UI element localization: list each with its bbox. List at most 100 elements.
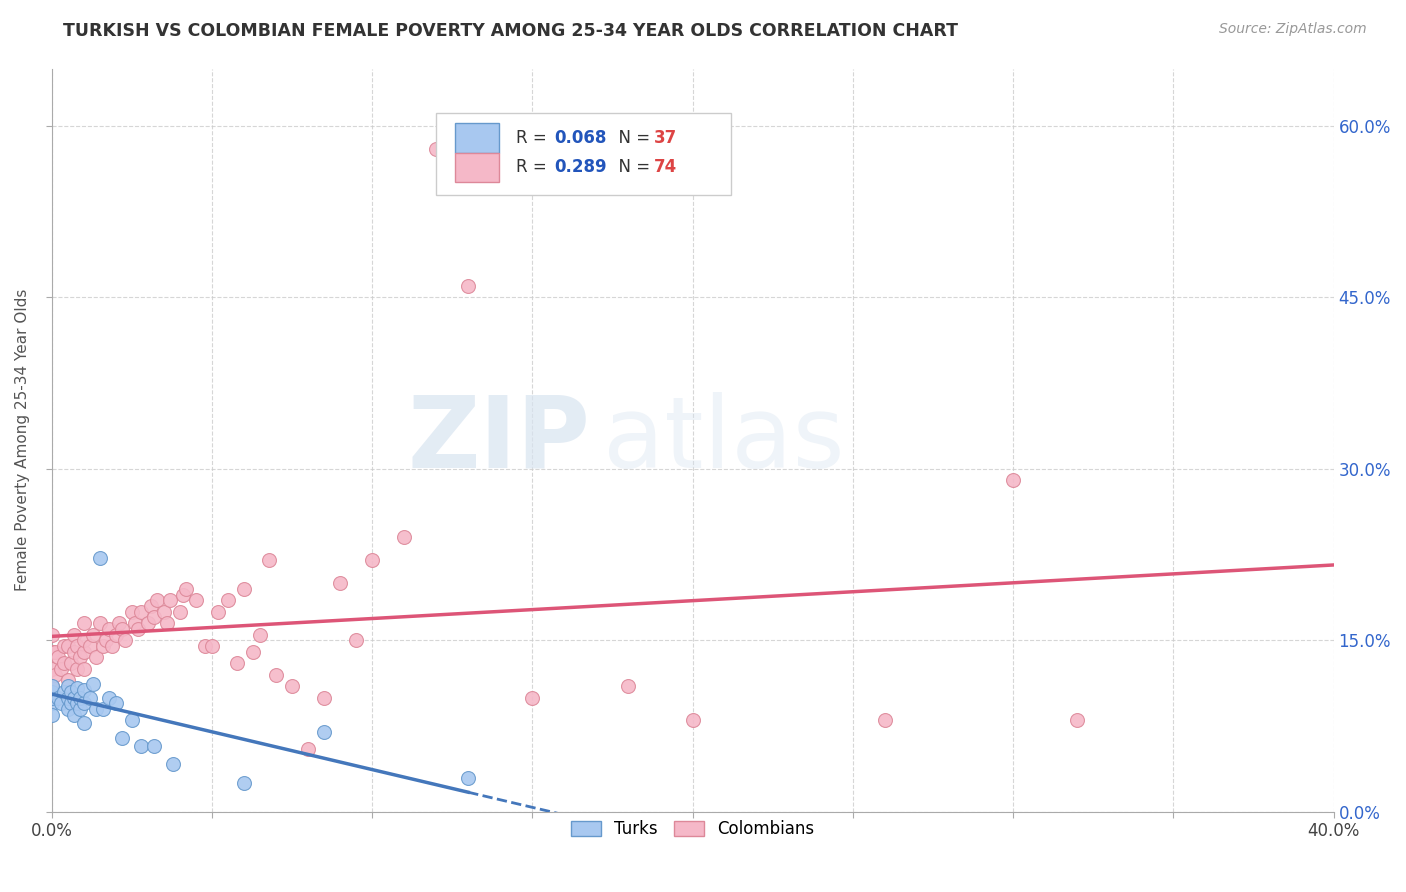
Point [184, 593, 207, 607]
Point [361, 553, 384, 567]
Point [312, 724, 335, 739]
Point [41, 690, 63, 705]
Point [72, 662, 94, 676]
Point [114, 633, 136, 648]
Point [146, 593, 169, 607]
Point [41, 707, 63, 722]
Point [312, 690, 335, 705]
Point [329, 576, 352, 591]
Point [129, 739, 152, 753]
Point [79, 639, 101, 653]
Point [69, 650, 91, 665]
Text: Source: ZipAtlas.com: Source: ZipAtlas.com [1219, 22, 1367, 37]
Point [201, 639, 224, 653]
Point [72, 682, 94, 697]
Point [104, 627, 127, 641]
Point [127, 622, 149, 636]
Point [94, 633, 117, 648]
Point [169, 605, 191, 619]
Point [344, 633, 367, 648]
FancyBboxPatch shape [436, 113, 731, 194]
Point [53, 639, 76, 653]
Point [152, 605, 174, 619]
Point [49, 696, 72, 710]
Point [98, 690, 121, 705]
Point [66, 681, 89, 696]
Point [63, 690, 86, 705]
Point [66, 639, 89, 653]
Point [86, 650, 108, 665]
Point [297, 742, 319, 756]
Point [124, 616, 146, 631]
Point [617, 679, 640, 693]
Point [281, 679, 304, 693]
Point [41, 662, 63, 676]
Point [63, 707, 86, 722]
Point [59, 657, 82, 671]
Point [41, 679, 63, 693]
Point [63, 645, 86, 659]
Text: R =: R = [516, 128, 551, 146]
Point [392, 530, 415, 544]
Point [89, 551, 111, 566]
Y-axis label: Female Poverty Among 25-34 Year Olds: Female Poverty Among 25-34 Year Olds [15, 289, 30, 591]
Point [56, 702, 79, 716]
Point [194, 639, 217, 653]
Point [682, 714, 704, 728]
Point [425, 142, 447, 156]
Text: atlas: atlas [603, 392, 845, 489]
Point [91, 702, 114, 716]
Point [249, 627, 271, 641]
Point [232, 776, 254, 790]
Point [86, 702, 108, 716]
Point [1066, 714, 1088, 728]
Point [1002, 473, 1025, 487]
Text: ZIP: ZIP [408, 392, 591, 489]
Point [139, 599, 162, 613]
Point [66, 696, 89, 710]
Point [46, 690, 69, 705]
Text: 74: 74 [654, 159, 678, 177]
FancyBboxPatch shape [456, 123, 499, 153]
Point [72, 645, 94, 659]
Point [873, 714, 896, 728]
Point [242, 645, 264, 659]
Text: 37: 37 [654, 128, 678, 146]
Point [46, 650, 69, 665]
Text: TURKISH VS COLOMBIAN FEMALE POVERTY AMONG 25-34 YEAR OLDS CORRELATION CHART: TURKISH VS COLOMBIAN FEMALE POVERTY AMON… [63, 22, 959, 40]
Point [44, 645, 66, 659]
Point [79, 690, 101, 705]
Point [156, 616, 179, 631]
Point [264, 667, 287, 681]
Point [66, 662, 89, 676]
Text: N =: N = [607, 159, 655, 177]
Point [72, 715, 94, 730]
Point [259, 553, 281, 567]
Point [121, 714, 143, 728]
Point [49, 662, 72, 676]
Point [136, 616, 159, 631]
Point [59, 696, 82, 710]
Point [41, 696, 63, 710]
Point [63, 627, 86, 641]
FancyBboxPatch shape [456, 153, 499, 182]
Point [226, 657, 249, 671]
Point [56, 673, 79, 688]
Point [72, 616, 94, 631]
Point [159, 593, 181, 607]
Point [111, 622, 134, 636]
Point [457, 771, 479, 785]
Point [104, 696, 127, 710]
Point [69, 690, 91, 705]
Text: R =: R = [516, 159, 551, 177]
Point [59, 685, 82, 699]
Point [232, 582, 254, 596]
Point [41, 627, 63, 641]
Point [53, 685, 76, 699]
Point [53, 657, 76, 671]
Point [129, 605, 152, 619]
Point [72, 633, 94, 648]
Point [172, 588, 194, 602]
Point [91, 639, 114, 653]
Point [111, 731, 134, 745]
